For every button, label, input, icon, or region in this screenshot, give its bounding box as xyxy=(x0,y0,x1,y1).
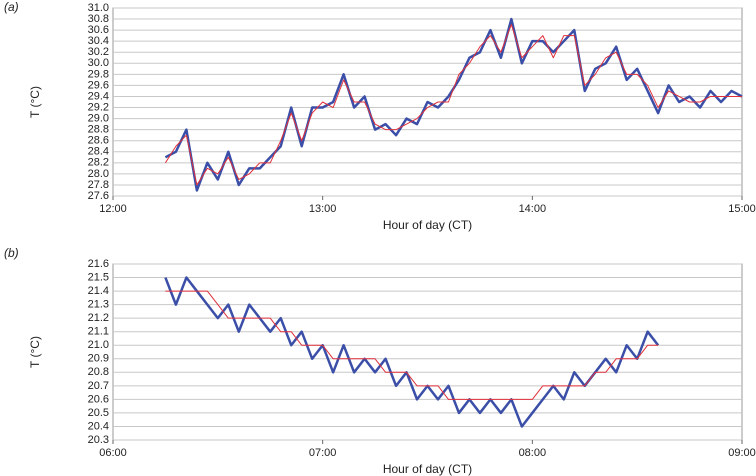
series-line xyxy=(164,276,660,428)
y-tick-label: 21.5 xyxy=(88,271,109,283)
panel-label: (b) xyxy=(4,246,19,260)
y-tick-label: 21.6 xyxy=(88,258,109,270)
y-axis-label: T (°C) xyxy=(28,336,42,368)
y-tick-label: 20.8 xyxy=(88,366,109,378)
y-tick-label: 30.6 xyxy=(88,24,109,36)
y-tick-label: 27.6 xyxy=(88,190,109,202)
x-tick-label: 12:00 xyxy=(99,203,127,215)
x-tick-label: 14:00 xyxy=(519,203,547,215)
x-axis-label: Hour of day (CT) xyxy=(383,218,472,232)
y-tick-label: 21.2 xyxy=(88,312,109,324)
y-tick-label: 28.4 xyxy=(88,146,109,158)
series-line xyxy=(164,24,742,186)
y-tick-label: 20.3 xyxy=(88,434,109,446)
y-tick-label: 29.8 xyxy=(88,68,109,80)
y-tick-label: 29.4 xyxy=(88,90,109,102)
y-tick-label: 20.6 xyxy=(88,393,109,405)
x-tick-label: 15:00 xyxy=(728,203,756,215)
x-tick-label: 09:00 xyxy=(728,447,756,459)
x-tick-label: 07:00 xyxy=(309,447,337,459)
y-tick-label: 21.3 xyxy=(88,299,109,311)
y-tick-label: 21.0 xyxy=(88,339,109,351)
y-tick-label: 21.1 xyxy=(88,326,109,338)
y-tick-label: 27.8 xyxy=(88,179,109,191)
y-tick-label: 29.2 xyxy=(88,101,109,113)
plot-area xyxy=(112,263,743,441)
x-tick-label: 06:00 xyxy=(99,447,127,459)
y-tick-label: 31.0 xyxy=(88,2,109,14)
y-tick-label: 20.7 xyxy=(88,380,109,392)
x-axis-label: Hour of day (CT) xyxy=(383,462,472,476)
y-tick-label: 28.8 xyxy=(88,124,109,136)
y-tick-label: 20.4 xyxy=(88,420,109,432)
y-tick-label: 29.6 xyxy=(88,79,109,91)
y-tick-label: 28.0 xyxy=(88,168,109,180)
x-tick-label: 13:00 xyxy=(309,203,337,215)
y-tick-label: 20.9 xyxy=(88,353,109,365)
y-tick-label: 28.6 xyxy=(88,135,109,147)
x-tick-label: 08:00 xyxy=(519,447,547,459)
y-tick-label: 30.0 xyxy=(88,57,109,69)
y-tick-label: 30.8 xyxy=(88,13,109,25)
y-tick-label: 28.2 xyxy=(88,157,109,169)
y-tick-label: 29.0 xyxy=(88,112,109,124)
y-tick-label: 30.4 xyxy=(88,35,109,47)
y-tick-label: 20.5 xyxy=(88,407,109,419)
y-tick-label: 21.4 xyxy=(88,285,109,297)
series-line xyxy=(165,290,659,400)
y-tick-label: 30.2 xyxy=(88,46,109,58)
y-axis-label: T (°C) xyxy=(28,86,42,118)
panel-label: (a) xyxy=(4,0,19,14)
